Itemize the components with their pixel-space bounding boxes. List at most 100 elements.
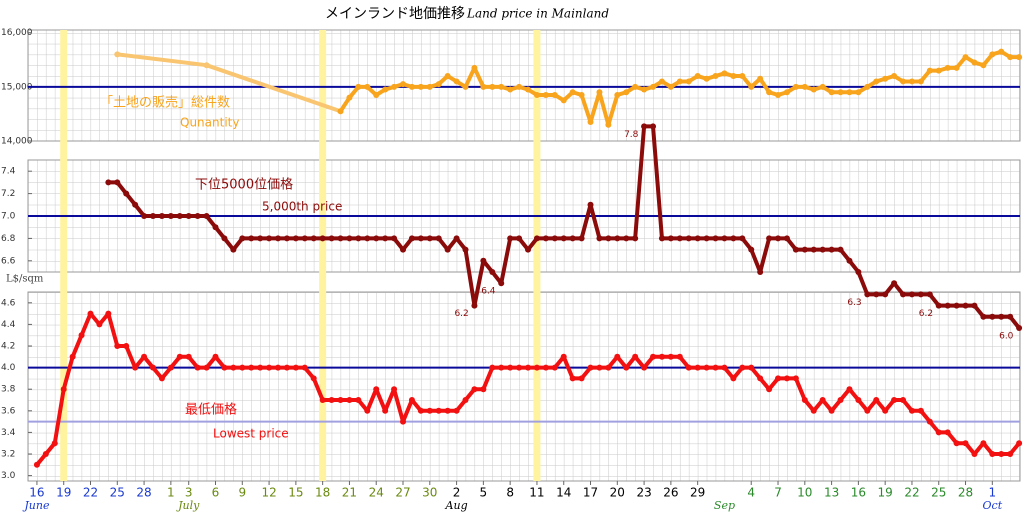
data-point: [337, 235, 344, 242]
data-point: [42, 451, 49, 457]
data-point: [757, 269, 764, 275]
data-point: [435, 235, 442, 242]
data-point: [185, 213, 192, 219]
data-point: [962, 302, 969, 309]
data-point: [516, 364, 523, 371]
x-tick-label: 4: [747, 486, 755, 500]
data-point: [525, 364, 532, 371]
panel-label: 最低価格: [185, 402, 237, 418]
data-point: [658, 235, 665, 242]
x-tick-label: 5: [480, 486, 488, 500]
data-point: [578, 235, 585, 242]
data-point: [587, 201, 594, 208]
data-point: [355, 235, 362, 242]
x-tick-label: 27: [395, 486, 410, 500]
data-point: [105, 179, 112, 186]
data-point: [962, 54, 969, 61]
data-point: [953, 440, 960, 447]
data-point: [78, 332, 85, 339]
x-tick-label: 28: [958, 486, 973, 500]
data-point: [560, 97, 567, 104]
data-point: [846, 89, 853, 96]
data-point: [641, 123, 648, 130]
data-point: [400, 81, 407, 88]
data-point: [650, 83, 657, 90]
data-point: [944, 429, 951, 436]
data-point: [828, 407, 835, 414]
data-point: [1016, 325, 1023, 331]
data-point: [605, 121, 612, 128]
data-point: [766, 386, 773, 393]
data-point: [283, 364, 290, 371]
data-point: [596, 89, 603, 96]
data-point: [891, 73, 898, 80]
data-point: [917, 291, 924, 298]
data-point: [783, 375, 790, 382]
data-point: [382, 407, 389, 414]
data-point: [676, 78, 683, 85]
x-tick-label: 17: [583, 486, 598, 500]
data-point: [757, 75, 764, 82]
data-point: [489, 364, 496, 371]
data-point: [739, 235, 746, 242]
x-tick-label: 25: [110, 486, 125, 500]
data-point: [408, 83, 415, 90]
x-tick-label: 9: [238, 486, 246, 500]
data-point: [560, 353, 567, 360]
data-point: [391, 235, 398, 242]
data-point: [1007, 54, 1014, 61]
x-tick-label: 7: [774, 486, 782, 500]
y-tick-label: 3.2: [1, 450, 15, 460]
data-point: [846, 257, 853, 264]
month-label: June: [22, 499, 50, 512]
data-point: [801, 397, 808, 403]
data-point: [775, 91, 782, 98]
data-point: [310, 235, 317, 242]
data-point: [980, 440, 987, 447]
data-point: [667, 353, 674, 360]
data-point: [694, 235, 701, 242]
data-point: [391, 386, 398, 393]
data-point: [551, 235, 558, 242]
x-tick-label: 22: [83, 486, 98, 500]
data-point: [587, 119, 594, 126]
data-point: [194, 364, 201, 371]
y-tick-label: 4.0: [1, 363, 16, 373]
data-point: [132, 201, 139, 208]
data-point: [783, 89, 790, 96]
data-point: [275, 364, 282, 371]
data-point: [462, 397, 469, 403]
data-point: [417, 83, 424, 90]
data-point: [766, 89, 773, 96]
data-point: [703, 364, 710, 371]
x-tick-label: 24: [369, 486, 384, 500]
data-point: [560, 235, 567, 242]
data-point: [167, 364, 174, 371]
data-point: [623, 89, 630, 96]
data-point: [203, 364, 210, 371]
data-point: [801, 83, 808, 90]
data-point: [891, 397, 898, 403]
data-point: [239, 235, 246, 242]
data-point: [301, 235, 308, 242]
data-point: [400, 246, 407, 253]
month-label: July: [176, 499, 200, 512]
data-point: [837, 397, 844, 403]
data-point: [792, 246, 799, 253]
data-point: [408, 397, 415, 403]
data-point: [507, 235, 514, 242]
data-point: [712, 73, 719, 80]
data-point: [730, 73, 737, 80]
data-point: [346, 94, 353, 101]
data-point: [435, 81, 442, 88]
data-point: [810, 407, 817, 414]
y-tick-label: 16,000: [1, 28, 33, 38]
data-point: [730, 235, 737, 242]
data-point: [667, 235, 674, 242]
data-point: [569, 375, 576, 382]
data-point: [400, 418, 407, 425]
x-tick-label: 12: [261, 486, 276, 500]
data-point: [685, 364, 692, 371]
data-point: [301, 364, 308, 371]
